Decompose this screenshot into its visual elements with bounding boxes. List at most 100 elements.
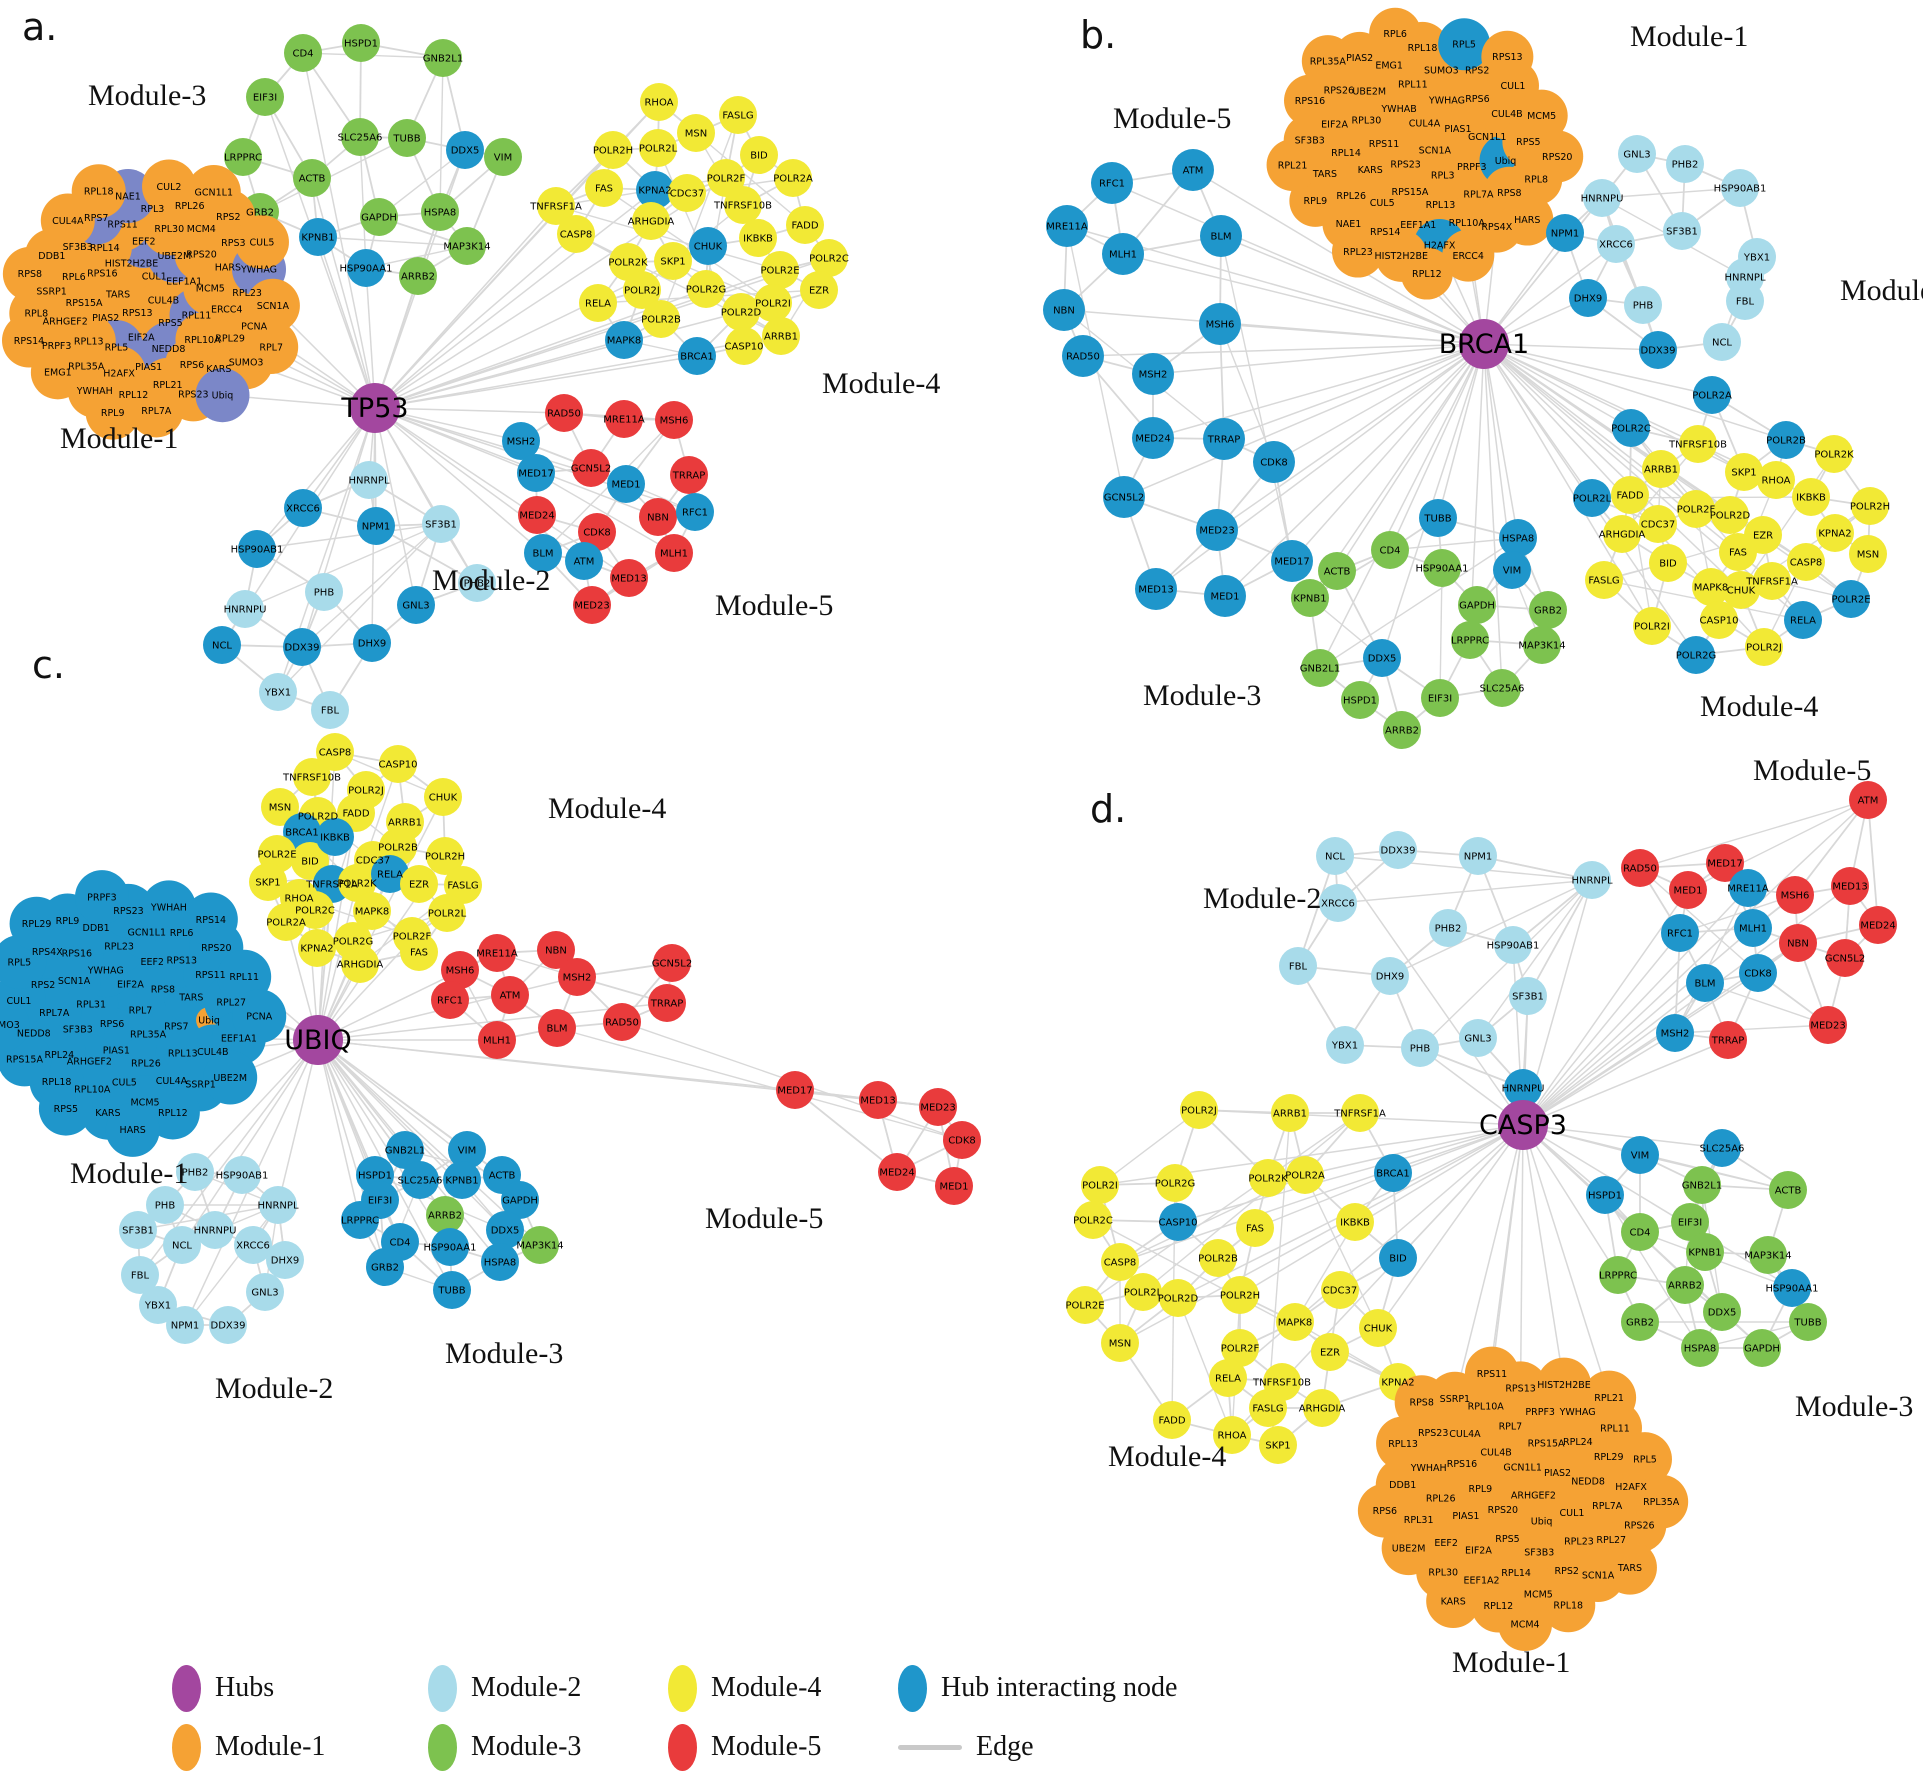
edge <box>1483 343 1653 627</box>
node-MRE11A <box>478 934 516 972</box>
node-label: MED23 <box>1199 526 1234 537</box>
node-SF3B1 <box>1663 212 1701 250</box>
edge <box>1177 1297 1233 1436</box>
node-HSP90AA1 <box>347 249 385 287</box>
node-label: ERCC4 <box>211 305 242 316</box>
node-label: FAS <box>410 948 428 959</box>
node-HSPA8 <box>1499 519 1537 557</box>
node-label: HARS <box>215 263 241 274</box>
node-label: RPL23 <box>104 941 134 952</box>
node-label: MED24 <box>1135 434 1170 445</box>
node-YWHAH <box>141 880 196 935</box>
node-BLM <box>1686 964 1724 1002</box>
node-label: MRE11A <box>1727 884 1769 895</box>
node-label: GRB2 <box>1626 1318 1654 1329</box>
node-CDC37 <box>1639 505 1677 543</box>
node-label: POLR2B <box>378 843 418 854</box>
node-label: RPL29 <box>22 919 52 930</box>
node-RPL18 <box>1541 1578 1596 1633</box>
node-label: VIM <box>1503 566 1521 577</box>
node-label: CUL1 <box>1559 1508 1584 1519</box>
edge <box>1674 887 1749 1034</box>
node-label: POLR2B <box>1766 436 1806 447</box>
node-DHX9 <box>1371 957 1409 995</box>
node-label: MED1 <box>1673 886 1702 897</box>
node-label: CASP8 <box>319 748 352 759</box>
node-MAPK8 <box>353 892 391 930</box>
node-label: RPS5 <box>1516 137 1540 148</box>
node-POLR2C <box>1612 409 1650 447</box>
node-XRCC6 <box>284 489 322 527</box>
node-label: RPL11 <box>1600 1423 1630 1434</box>
edge <box>1152 343 1485 375</box>
legend-label: Module-3 <box>471 1731 582 1762</box>
node-label: EIF2A <box>117 979 144 990</box>
node-RAD50 <box>603 1003 641 1041</box>
node-label: RPS4X <box>1481 222 1512 233</box>
node-label: TNFRSF1A <box>529 202 582 213</box>
node-label: TNFRSF10B <box>713 201 772 212</box>
node-RPL35A <box>1301 35 1354 88</box>
node-FASLG <box>1585 561 1623 599</box>
node-POLR2F <box>1221 1329 1259 1367</box>
node-HNRNPU <box>196 1211 234 1249</box>
node-POLR2L <box>639 129 677 167</box>
node-label: RPS15A <box>1528 1439 1565 1450</box>
node-CASP10 <box>379 745 417 783</box>
node-XRCC6 <box>1319 884 1357 922</box>
node-label: POLR2D <box>298 812 339 823</box>
node-label: RPL8 <box>24 309 48 320</box>
node-label: ATM <box>1183 166 1204 177</box>
node-CUL2 <box>142 159 197 214</box>
node-HSPD1 <box>342 24 380 62</box>
node-label: RFC1 <box>437 996 463 1007</box>
node-label: GNB2L1 <box>1300 664 1340 675</box>
edge <box>1239 1124 1524 1296</box>
edge <box>374 355 698 409</box>
node-POLR2D <box>1159 1279 1197 1317</box>
node-MRE11A <box>605 400 643 438</box>
node-label: RPL29 <box>215 334 245 345</box>
node-CASP10 <box>1700 601 1738 639</box>
node-DDX39 <box>1639 331 1677 369</box>
legend-label: Hub interacting node <box>941 1672 1178 1703</box>
node-label: PIAS1 <box>1452 1511 1479 1522</box>
module-label: Module-4 <box>1700 690 1818 723</box>
node-BLM <box>1200 215 1242 257</box>
node-CASP8 <box>1101 1243 1139 1281</box>
edge <box>1704 982 1829 1026</box>
node-SKP1 <box>249 863 287 901</box>
node-MAP3K14 <box>521 1226 559 1264</box>
node-NCL <box>203 626 241 664</box>
edge <box>256 407 376 550</box>
node-label: SUMO3 <box>0 1020 20 1031</box>
edge <box>374 407 544 554</box>
node-label: RPL12 <box>119 390 149 401</box>
node-label: LRPPRC <box>341 1216 379 1227</box>
edge <box>1522 927 1754 1126</box>
edge <box>1219 323 1485 345</box>
edge <box>374 205 557 409</box>
node-TRRAP <box>648 984 686 1022</box>
node-label: MSH2 <box>1661 1029 1690 1040</box>
node-label: TNFRSF1A <box>1333 1109 1386 1120</box>
node-label: SLC25A6 <box>338 133 383 144</box>
node-label: CHUK <box>1727 586 1756 597</box>
node-TRRAP <box>1203 418 1245 460</box>
node-CDK8 <box>1253 441 1295 483</box>
node-RHOA <box>1757 461 1795 499</box>
node-POLR2B <box>642 300 680 338</box>
node-label: SLC25A6 <box>1480 684 1525 695</box>
node-label: FAS <box>1729 548 1747 559</box>
edge <box>317 1039 796 1091</box>
node-RPS11 <box>1464 1346 1519 1401</box>
node-label: EIF2A <box>1465 1545 1492 1556</box>
edge <box>311 177 376 409</box>
node-label: ACTB <box>1324 567 1351 578</box>
node-HSP90AA1 <box>1423 549 1461 587</box>
node-label: RPL11 <box>1398 79 1428 90</box>
module1-swatch <box>172 1723 201 1771</box>
legend-item-module5: Module-5 <box>668 1722 821 1772</box>
node-label: PHB2 <box>464 579 491 590</box>
node-label: ARHGDIA <box>1299 1404 1346 1415</box>
